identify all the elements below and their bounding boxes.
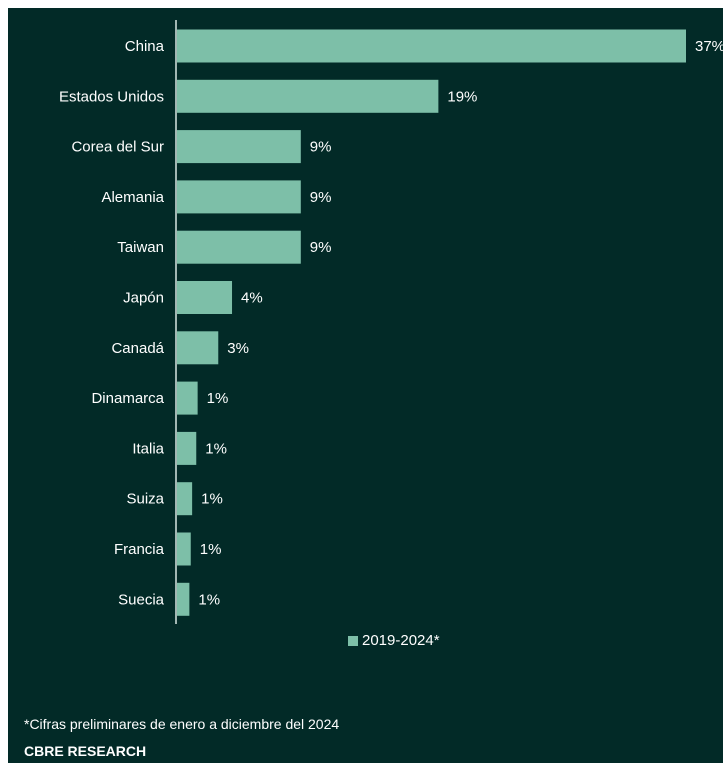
bar: [177, 482, 193, 516]
data-label: 1%: [205, 440, 227, 457]
category-label: Alemania: [101, 189, 164, 206]
legend: 2019-2024*: [348, 632, 440, 649]
bar: [177, 230, 301, 264]
bar: [177, 381, 198, 415]
legend-label: 2019-2024*: [362, 632, 440, 649]
bar: [177, 532, 191, 566]
category-label: Corea del Sur: [71, 139, 164, 156]
bar: [177, 331, 219, 365]
bar: [177, 431, 197, 465]
category-label: Estados Unidos: [59, 88, 164, 105]
category-label: Italia: [132, 440, 164, 457]
data-label: 1%: [198, 591, 220, 608]
data-label: 9%: [310, 139, 332, 156]
legend-swatch: [348, 635, 358, 646]
data-label: 9%: [310, 189, 332, 206]
data-label: 19%: [447, 88, 477, 105]
category-label: Taiwan: [117, 239, 164, 256]
chart-panel: China 37% Estados Unidos 19% Corea del Sur 9%…: [8, 8, 723, 763]
data-label: 1%: [200, 541, 222, 558]
footnote: *Cifras preliminares de enero a diciembr…: [24, 716, 340, 732]
source-credit: CBRE RESEARCH: [24, 743, 147, 759]
category-label: Francia: [114, 541, 165, 558]
bar: [177, 130, 301, 164]
bar-chart: China 37% Estados Unidos 19% Corea del Sur 9%…: [59, 20, 723, 624]
category-label: Suecia: [118, 591, 165, 608]
category-label: Suiza: [126, 491, 164, 508]
category-label: Dinamarca: [91, 390, 164, 407]
bar: [177, 582, 190, 616]
bar: [177, 180, 301, 214]
data-label: 37%: [695, 38, 723, 55]
bar: [177, 79, 439, 113]
data-label: 1%: [201, 491, 223, 508]
data-label: 9%: [310, 239, 332, 256]
data-label: 4%: [241, 290, 263, 307]
data-label: 3%: [227, 340, 249, 357]
data-label: 1%: [207, 390, 229, 407]
category-label: Japón: [123, 290, 164, 307]
bar: [177, 29, 686, 63]
category-label: Canadá: [111, 340, 164, 357]
bar: [177, 281, 233, 314]
category-label: China: [125, 38, 165, 55]
